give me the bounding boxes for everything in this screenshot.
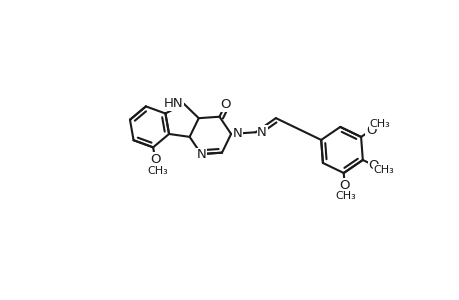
Text: CH₃: CH₃	[369, 119, 390, 129]
Text: N: N	[196, 148, 206, 161]
Text: HN: HN	[163, 97, 183, 110]
Text: O: O	[150, 153, 160, 166]
Text: CH₃: CH₃	[146, 166, 167, 176]
Text: O: O	[365, 124, 376, 136]
Text: O: O	[219, 98, 230, 112]
Text: N: N	[232, 128, 242, 140]
Text: CH₃: CH₃	[334, 191, 355, 201]
Text: O: O	[339, 179, 349, 192]
Text: CH₃: CH₃	[372, 165, 393, 175]
Text: O: O	[368, 159, 378, 172]
Text: N: N	[257, 126, 266, 139]
